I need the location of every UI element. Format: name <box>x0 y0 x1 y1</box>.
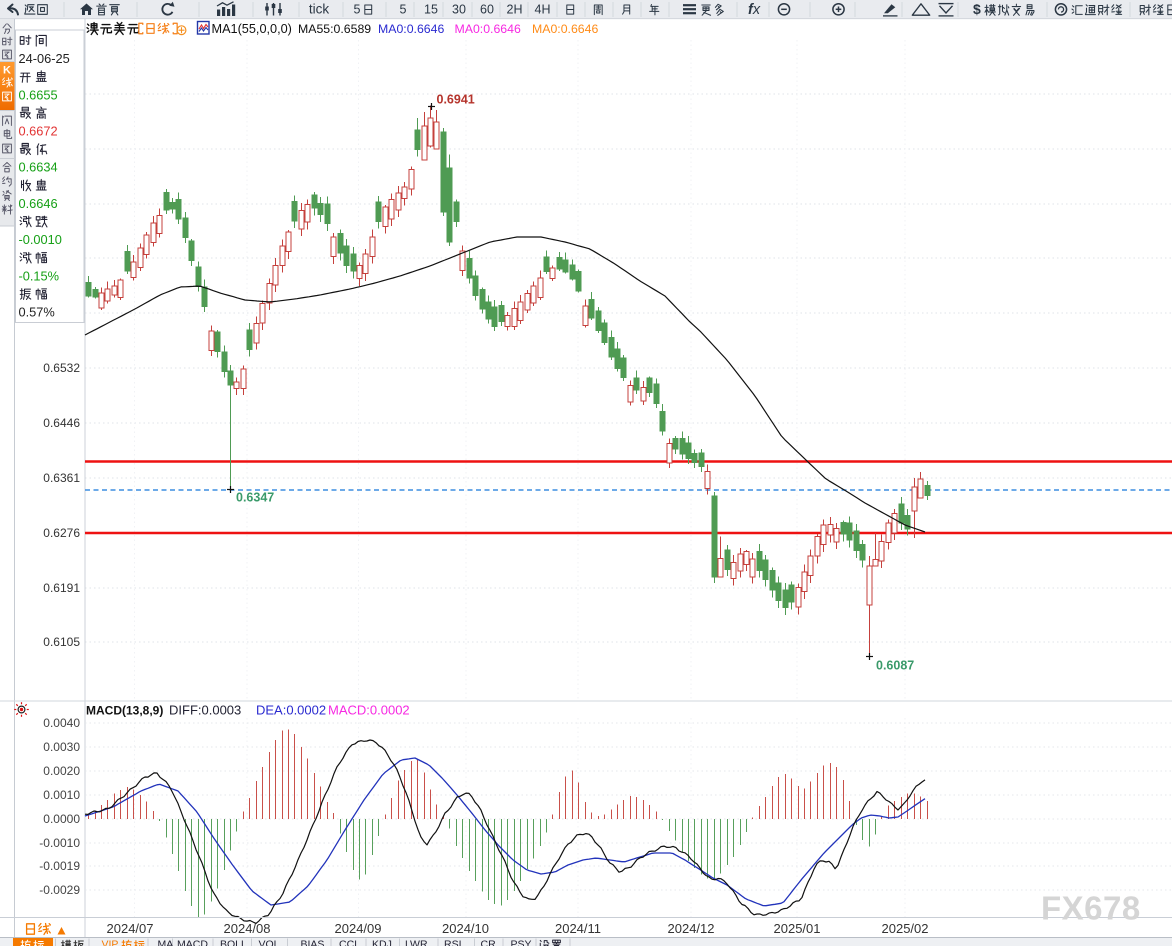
svg-text:0.0020: 0.0020 <box>43 764 80 778</box>
svg-text:VOL: VOL <box>259 939 280 946</box>
svg-text:MA1(55,0,0,0): MA1(55,0,0,0) <box>212 22 292 36</box>
svg-text:0.0010: 0.0010 <box>43 788 80 802</box>
svg-text:MA: MA <box>158 939 174 946</box>
svg-text:-0.0010: -0.0010 <box>39 836 80 850</box>
svg-text:tick: tick <box>309 2 330 17</box>
svg-text:2024/12: 2024/12 <box>668 921 715 936</box>
svg-text:BOLL: BOLL <box>220 939 247 946</box>
svg-text:2024/10: 2024/10 <box>442 921 489 936</box>
svg-text:VIP: VIP <box>102 939 119 946</box>
svg-text:0.6361: 0.6361 <box>43 471 80 485</box>
svg-text:CCI: CCI <box>339 939 357 946</box>
svg-text:MACD:0.0002: MACD:0.0002 <box>328 703 410 718</box>
svg-text:15: 15 <box>424 2 438 16</box>
svg-text:PSY: PSY <box>511 939 532 946</box>
svg-text:0.6191: 0.6191 <box>43 581 80 595</box>
svg-text:-0.0010: -0.0010 <box>19 232 62 247</box>
svg-text:LWR: LWR <box>405 939 428 946</box>
svg-text:0.6105: 0.6105 <box>43 635 80 649</box>
svg-text:2024/08: 2024/08 <box>224 921 271 936</box>
svg-text:0.6446: 0.6446 <box>43 416 80 430</box>
svg-text:$: $ <box>973 1 981 17</box>
svg-text:5: 5 <box>400 2 407 16</box>
svg-text:0.0040: 0.0040 <box>43 716 80 730</box>
svg-text:4H: 4H <box>535 2 551 16</box>
svg-text:2H: 2H <box>507 2 523 16</box>
svg-text:MA0:0.6646: MA0:0.6646 <box>378 22 444 36</box>
svg-text:0.6347: 0.6347 <box>236 491 274 505</box>
svg-text:30: 30 <box>452 2 466 16</box>
svg-text:-0.0029: -0.0029 <box>39 883 80 897</box>
svg-text:RSI: RSI <box>444 939 462 946</box>
svg-text:2025/01: 2025/01 <box>774 921 821 936</box>
svg-text:2024/09: 2024/09 <box>335 921 382 936</box>
svg-text:BIAS: BIAS <box>301 939 325 946</box>
svg-text:MACD: MACD <box>177 939 208 946</box>
svg-text:2024/11: 2024/11 <box>555 921 601 936</box>
svg-text:0.0030: 0.0030 <box>43 740 80 754</box>
svg-text:0.6646: 0.6646 <box>19 196 58 211</box>
svg-text:0.6672: 0.6672 <box>19 124 58 139</box>
svg-text:0.6532: 0.6532 <box>43 361 80 375</box>
svg-text:-0.15%: -0.15% <box>19 268 60 283</box>
svg-text:DEA:0.0002: DEA:0.0002 <box>256 703 326 718</box>
svg-text:2024/07: 2024/07 <box>107 921 154 936</box>
svg-text:60: 60 <box>480 2 494 16</box>
svg-text:0.6941: 0.6941 <box>437 93 475 107</box>
svg-text:MA0:0.6646: MA0:0.6646 <box>455 22 521 36</box>
svg-text:KDJ: KDJ <box>372 939 392 946</box>
svg-text:2025/02: 2025/02 <box>882 921 929 936</box>
svg-text:MACD(13,8,9): MACD(13,8,9) <box>86 704 163 718</box>
svg-text:0.6655: 0.6655 <box>19 87 58 102</box>
svg-text:DIFF:0.0003: DIFF:0.0003 <box>169 703 241 718</box>
svg-text:fx: fx <box>748 2 761 18</box>
svg-text:K: K <box>3 65 11 77</box>
svg-text:0.6634: 0.6634 <box>19 160 58 175</box>
svg-text:FX678: FX678 <box>1041 890 1141 927</box>
svg-text:0.57%: 0.57% <box>19 305 55 320</box>
svg-text:24-06-25: 24-06-25 <box>19 51 70 66</box>
svg-text:0.6087: 0.6087 <box>876 659 914 673</box>
svg-text:5: 5 <box>354 2 361 16</box>
svg-text:MA0:0.6646: MA0:0.6646 <box>532 22 598 36</box>
svg-text:CR: CR <box>481 939 497 946</box>
svg-text:0.0000: 0.0000 <box>43 812 80 826</box>
svg-text:MA55:0.6589: MA55:0.6589 <box>298 22 371 36</box>
svg-text:0.6276: 0.6276 <box>43 526 80 540</box>
svg-text:-0.0019: -0.0019 <box>39 859 80 873</box>
